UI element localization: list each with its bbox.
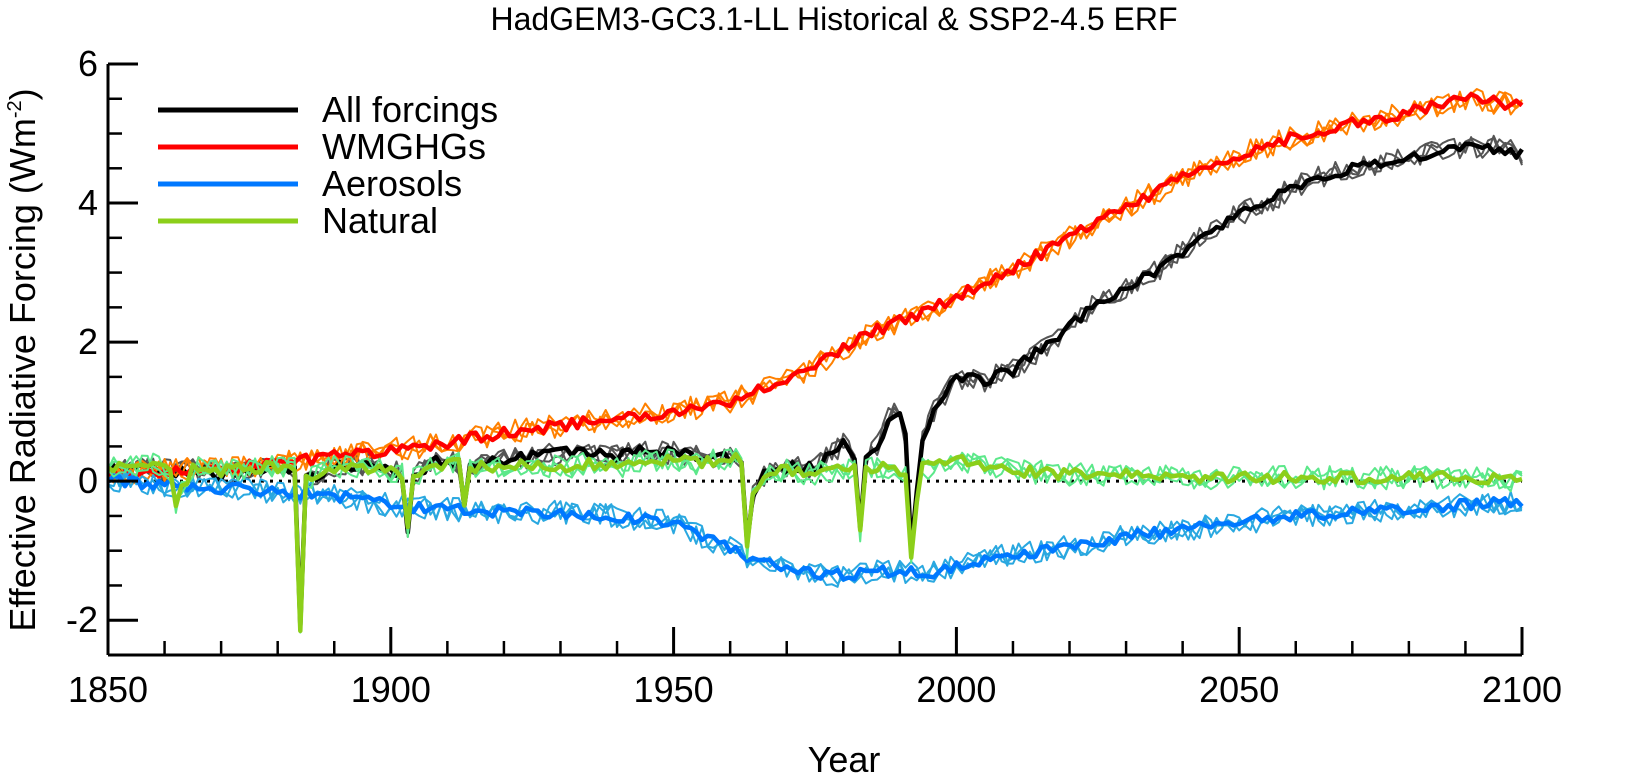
series-all-forcings — [107, 134, 1524, 633]
legend-label-wmghgs: WMGHGs — [322, 126, 486, 167]
x-tick-label-1850: 1850 — [68, 669, 148, 710]
y-tick-label-4: 4 — [78, 182, 98, 223]
series-all-forcings-member-1 — [107, 134, 1523, 633]
y-tick-label--2: -2 — [66, 599, 98, 640]
x-tick-label-1950: 1950 — [634, 669, 714, 710]
y-tick-label-6: 6 — [78, 43, 98, 84]
series-all-forcings-member-2 — [107, 137, 1523, 625]
y-axis-label-main: Effective Radiative Forcing (Wm — [2, 118, 43, 632]
series-layer — [106, 88, 1524, 634]
series-wmghgs-member-1 — [107, 88, 1523, 484]
y-tick-label-2: 2 — [78, 321, 98, 362]
x-axis-label: Year — [808, 739, 881, 777]
x-tick-label-2050: 2050 — [1199, 669, 1279, 710]
y-axis-label-superscript: -2 — [4, 100, 26, 118]
series-all-forcings-mean — [107, 141, 1524, 628]
series-wmghgs-member-2 — [107, 90, 1523, 486]
series-natural-mean — [106, 451, 1523, 634]
x-tick-label-2100: 2100 — [1482, 669, 1562, 710]
y-axis-label-close: ) — [2, 88, 43, 100]
x-tick-label-1900: 1900 — [351, 669, 431, 710]
series-aerosols-mean — [106, 473, 1524, 582]
y-tick-label-0: 0 — [78, 460, 98, 501]
series-wmghgs — [106, 88, 1524, 486]
x-tick-label-2000: 2000 — [916, 669, 996, 710]
chart-title: HadGEM3-GC3.1-LL Historical & SSP2-4.5 E… — [490, 1, 1177, 37]
legend-label-aerosols: Aerosols — [322, 163, 462, 204]
series-wmghgs-member-3 — [107, 90, 1523, 484]
legend-label-all-forcings: All forcings — [322, 89, 498, 130]
series-aerosols-member-3 — [107, 469, 1523, 585]
series-natural — [106, 447, 1523, 634]
ticks-layer: 1850 1900 1950 2000 2050 2100 -2 0 2 4 6 — [66, 43, 1562, 710]
series-aerosols — [106, 469, 1524, 588]
series-aerosols-member-2 — [107, 473, 1523, 588]
legend-label-natural: Natural — [322, 200, 438, 241]
series-wmghgs-mean — [106, 91, 1524, 481]
y-axis-label: Effective Radiative Forcing (Wm-2) — [2, 88, 43, 631]
